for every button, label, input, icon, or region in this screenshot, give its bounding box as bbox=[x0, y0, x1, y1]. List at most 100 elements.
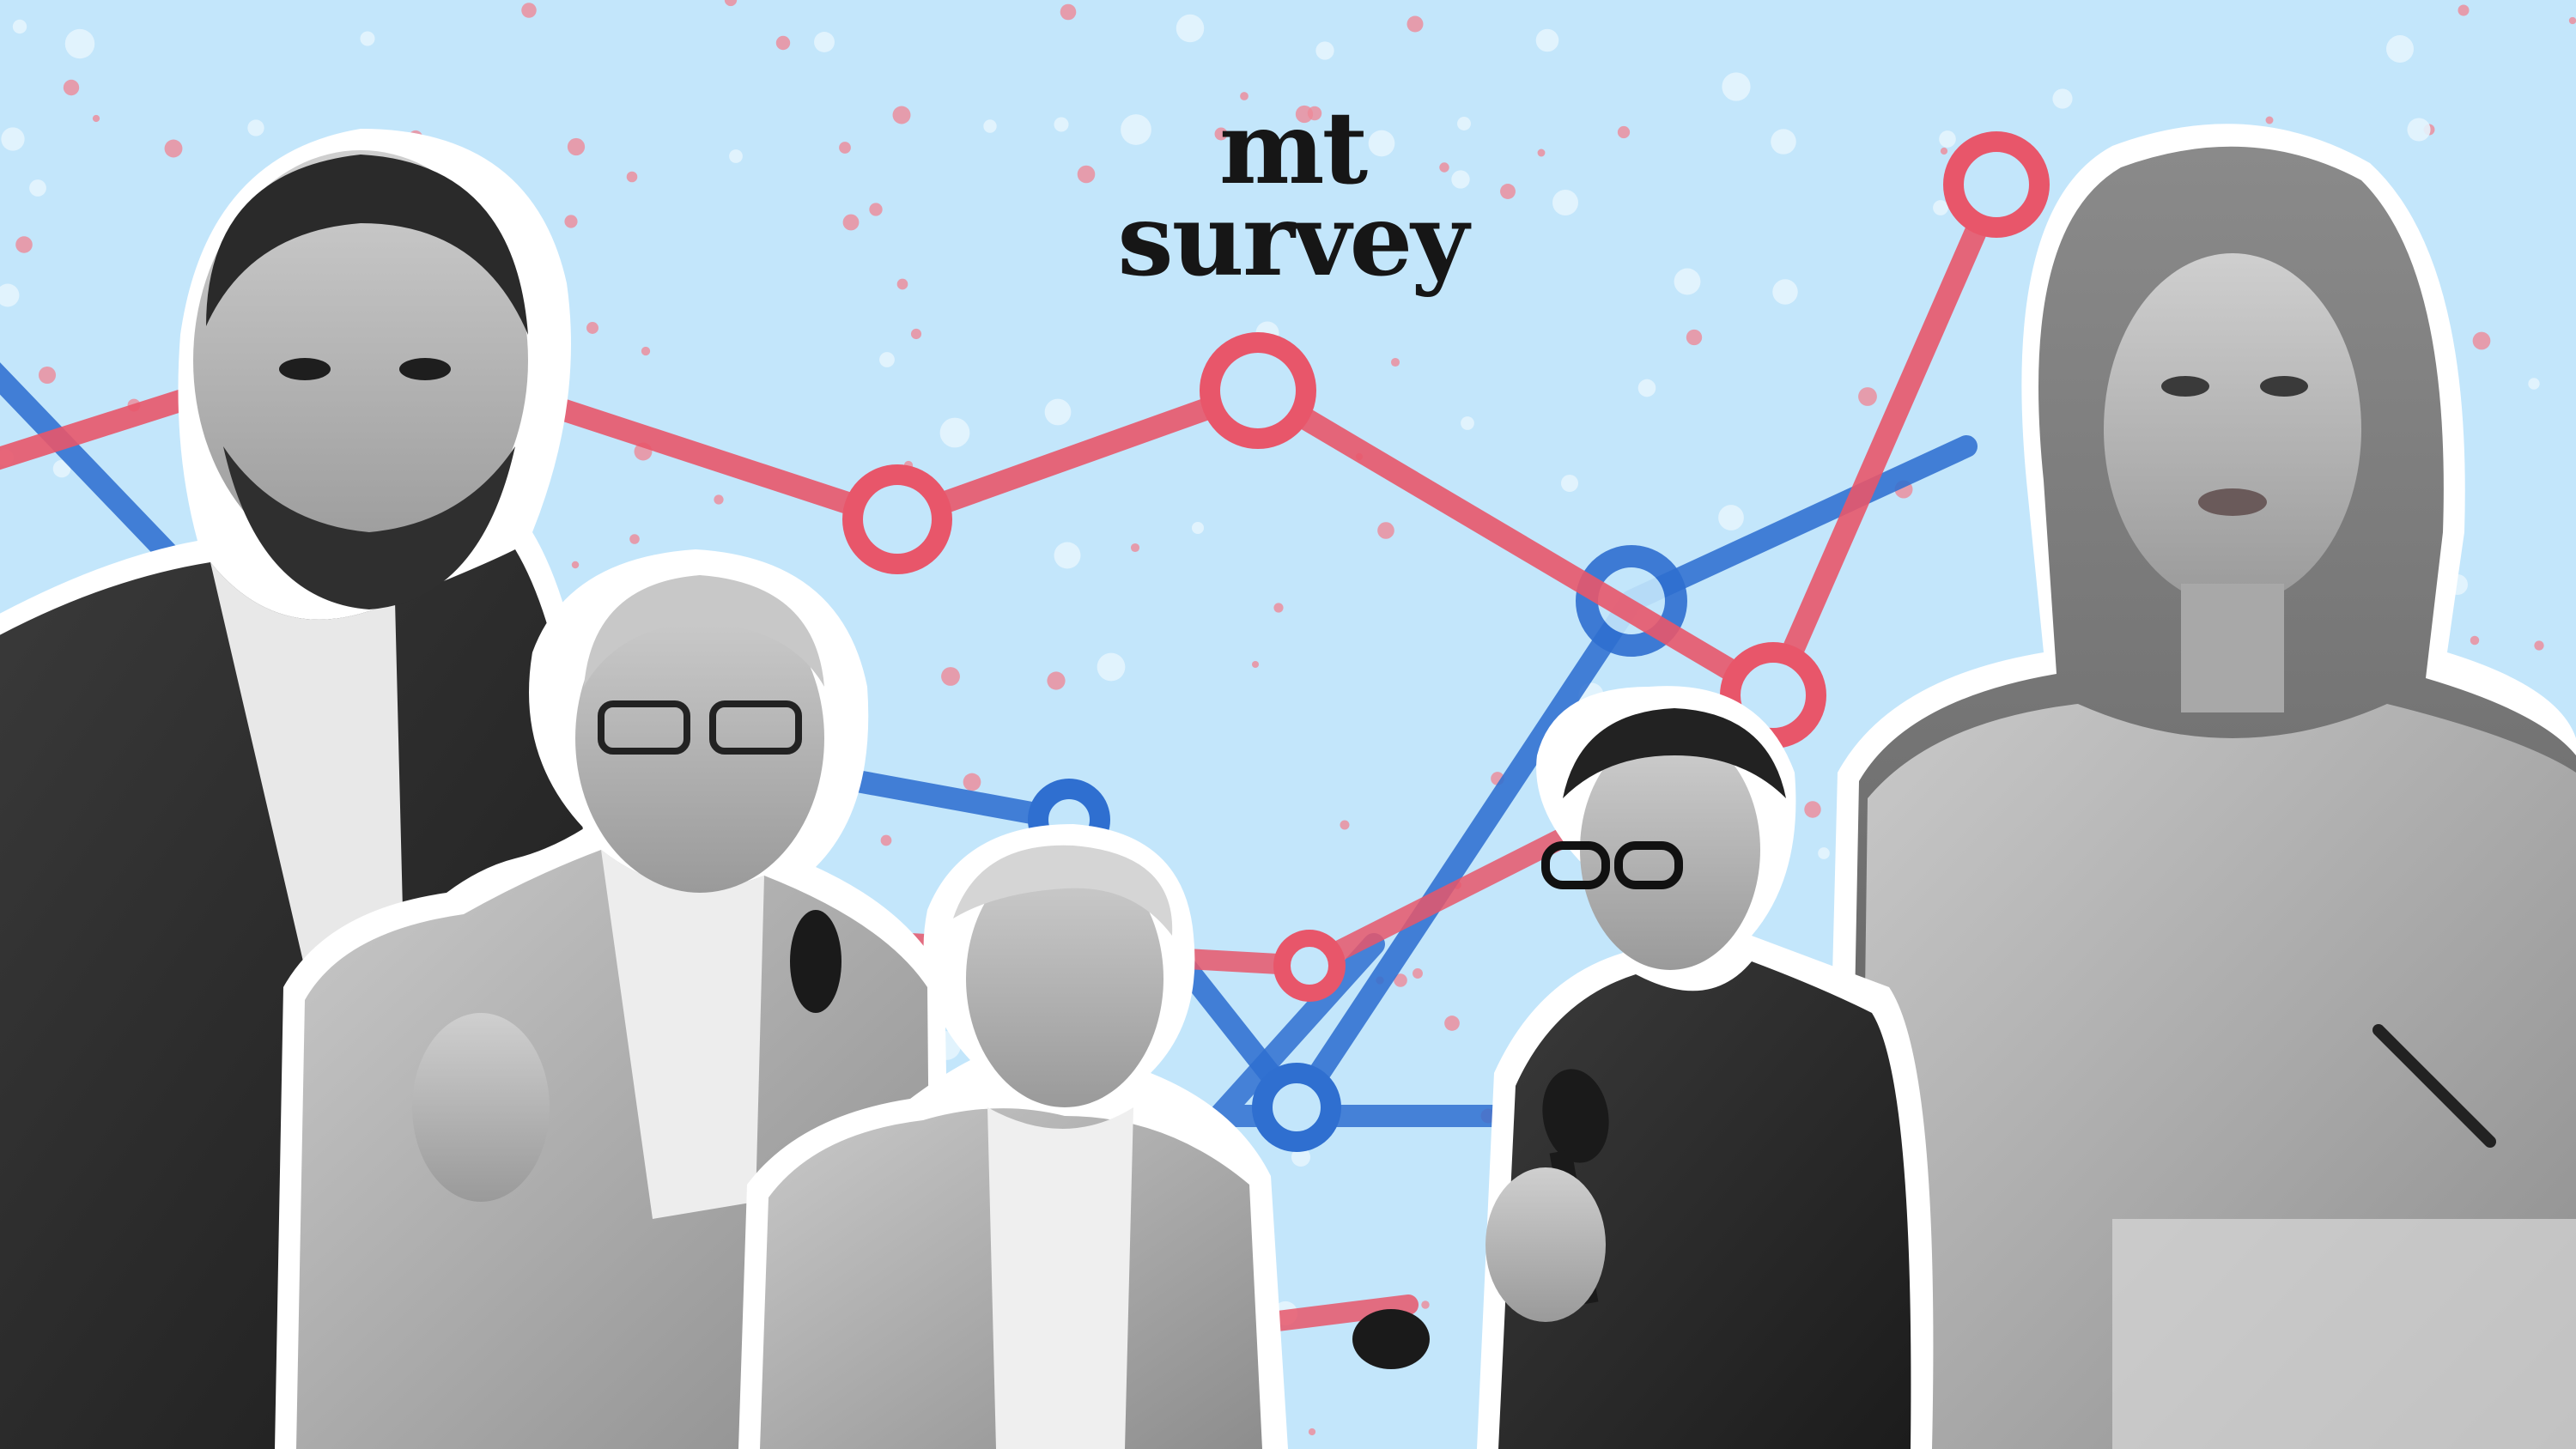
speckle-dot bbox=[1722, 72, 1751, 101]
speckle-dot bbox=[1047, 671, 1066, 690]
speckle-dot bbox=[983, 119, 997, 133]
mt-survey-logo: mt survey bbox=[1095, 90, 1490, 299]
speckle-dot bbox=[567, 137, 586, 156]
speckle-dot bbox=[1044, 398, 1072, 426]
speckle-dot bbox=[1552, 189, 1579, 216]
speckle-dot bbox=[1121, 114, 1151, 145]
speckle-dot bbox=[247, 119, 264, 136]
speckle-dot bbox=[63, 79, 80, 96]
logo-line-mt: mt bbox=[1218, 90, 1368, 207]
speckle-dot bbox=[939, 417, 970, 448]
speckle-dot bbox=[1315, 41, 1334, 60]
speckle-dot bbox=[1858, 387, 1877, 406]
speckle-dot bbox=[2534, 640, 2544, 651]
speckle-dot bbox=[1461, 416, 1474, 430]
red-point-marker bbox=[842, 464, 952, 574]
speckle-dot bbox=[814, 32, 835, 52]
speckle-dot bbox=[15, 236, 33, 253]
speckle-dot bbox=[641, 346, 651, 356]
speckle-dot bbox=[2528, 378, 2540, 390]
speckle-dot bbox=[880, 834, 892, 846]
speckle-dot bbox=[1535, 28, 1559, 52]
red-point-marker bbox=[1943, 131, 2050, 238]
speckle-dot bbox=[360, 31, 375, 46]
speckle-dot bbox=[1771, 129, 1796, 155]
speckle-dot bbox=[842, 214, 860, 231]
red-point-marker bbox=[1200, 332, 1316, 449]
speckle-dot bbox=[1191, 521, 1205, 535]
speckle-dot bbox=[2568, 16, 2576, 25]
speckle-dot bbox=[1394, 973, 1407, 987]
red-point-marker bbox=[1273, 930, 1346, 1002]
speckle-dot bbox=[2407, 118, 2431, 142]
speckle-dot bbox=[896, 278, 908, 290]
speckle-dot bbox=[729, 149, 743, 163]
speckle-dot bbox=[1097, 652, 1126, 682]
blue-point-marker bbox=[1252, 1063, 1341, 1152]
speckle-dot bbox=[775, 35, 791, 51]
speckle-dot bbox=[2470, 635, 2480, 646]
speckle-dot bbox=[1368, 130, 1395, 157]
speckle-dot bbox=[629, 534, 640, 544]
speckle-dot bbox=[963, 773, 981, 791]
speckle-dot bbox=[1054, 117, 1069, 132]
speckle-dot bbox=[1176, 14, 1205, 43]
speckle-dot bbox=[1674, 268, 1701, 295]
speckle-dot bbox=[1, 127, 25, 151]
speckle-dot bbox=[1390, 357, 1400, 367]
speckle-dot bbox=[1340, 820, 1350, 830]
speckle-dot bbox=[164, 139, 183, 158]
speckle-dot bbox=[2472, 331, 2491, 350]
speckle-dot bbox=[1933, 200, 1948, 215]
speckle-dot bbox=[64, 28, 95, 59]
speckle-dot bbox=[879, 352, 895, 367]
speckle-dot bbox=[1308, 1428, 1316, 1436]
speckle-dot bbox=[1537, 149, 1546, 157]
speckle-dot bbox=[2265, 116, 2274, 124]
speckle-dot bbox=[571, 561, 580, 569]
speckle-dot bbox=[1406, 15, 1424, 33]
speckle-dot bbox=[1772, 279, 1798, 305]
speckle-dot bbox=[626, 171, 638, 183]
speckle-dot bbox=[839, 142, 851, 154]
speckle-dot bbox=[910, 328, 922, 340]
speckle-dot bbox=[521, 3, 537, 18]
speckle-dot bbox=[1130, 543, 1140, 553]
speckle-dot bbox=[1818, 847, 1830, 859]
speckle-dot bbox=[52, 459, 71, 478]
speckle-dot bbox=[1251, 660, 1260, 669]
speckle-dot bbox=[869, 203, 883, 216]
speckle-dot bbox=[1291, 1147, 1311, 1167]
speckle-dot bbox=[1804, 801, 1821, 818]
speckle-dot bbox=[1617, 125, 1631, 139]
speckle-dot bbox=[1457, 117, 1471, 130]
speckle-dot bbox=[2052, 88, 2073, 109]
speckle-dot bbox=[38, 366, 57, 385]
speckle-dot bbox=[724, 0, 738, 7]
speckle-dot bbox=[941, 667, 960, 686]
speckle-dot bbox=[1560, 474, 1579, 493]
speckle-dot bbox=[1637, 379, 1656, 397]
logo-line-survey: survey bbox=[1117, 181, 1468, 299]
speckle-dot bbox=[1054, 542, 1081, 569]
speckle-dot bbox=[1214, 127, 1228, 141]
speckle-dot bbox=[1439, 162, 1449, 173]
speckle-dot bbox=[1273, 603, 1284, 613]
speckle-dot bbox=[714, 494, 724, 505]
speckle-dot bbox=[1718, 505, 1744, 530]
speckle-dot bbox=[1940, 147, 1948, 155]
speckle-dot bbox=[1077, 165, 1096, 184]
person-center bbox=[738, 824, 1430, 1449]
speckle-dot bbox=[1500, 184, 1516, 199]
speckle-dot bbox=[0, 283, 20, 307]
speckle-dot bbox=[1240, 92, 1249, 100]
speckle-dot bbox=[1307, 106, 1322, 121]
speckle-dot bbox=[1421, 1300, 1430, 1309]
speckle-dot bbox=[586, 322, 598, 334]
speckle-dot bbox=[2386, 35, 2414, 63]
person-woman-mic bbox=[1477, 686, 1934, 1449]
speckle-dot bbox=[2458, 4, 2470, 16]
speckle-dot bbox=[92, 114, 100, 123]
